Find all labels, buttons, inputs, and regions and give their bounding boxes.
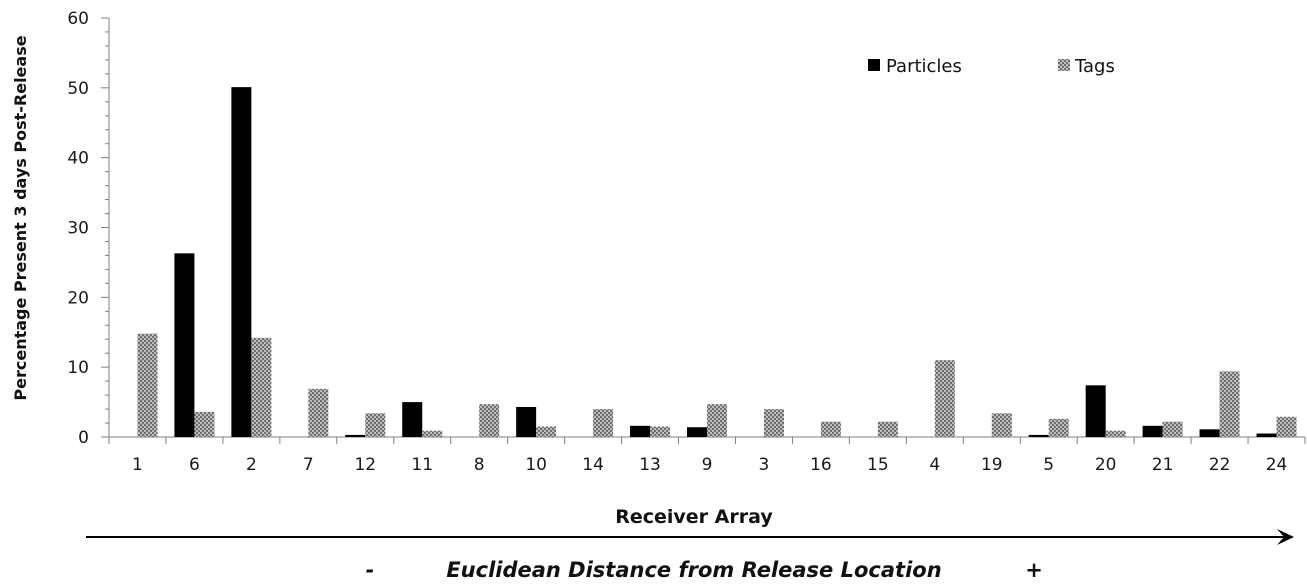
x-tick-label: 22 — [1209, 455, 1231, 475]
x-tick-label: 20 — [1095, 455, 1117, 475]
bar-particles-13 — [630, 425, 651, 437]
bar-tags-4 — [934, 360, 955, 437]
y-tick-label: 50 — [67, 79, 89, 99]
bar-particles-22 — [1199, 429, 1220, 437]
x-tick-label: 1 — [132, 455, 143, 475]
distance-arrow — [86, 529, 1294, 545]
y-tick-label: 20 — [67, 288, 89, 308]
bar-particles-11 — [402, 402, 423, 437]
y-tick-label: 60 — [67, 9, 89, 29]
x-axis-label: Receiver Array — [615, 506, 773, 528]
x-tick-label: 11 — [411, 455, 433, 475]
x-tick-label: 15 — [867, 455, 889, 475]
bar-tags-19 — [991, 413, 1012, 437]
bar-tags-13 — [650, 426, 671, 437]
y-axis-label: Percentage Present 3 days Post-Release — [11, 35, 30, 400]
x-tick-label: 24 — [1266, 455, 1288, 475]
bar-tags-15 — [877, 421, 898, 437]
bar-tags-12 — [365, 413, 386, 437]
bar-tags-20 — [1105, 430, 1126, 437]
x-tick-label: 12 — [354, 455, 376, 475]
distance-minus: - — [366, 558, 375, 582]
bar-tags-6 — [194, 411, 215, 437]
bar-particles-12 — [345, 434, 366, 437]
x-tick-label: 14 — [582, 455, 604, 475]
bar-tags-2 — [251, 337, 272, 437]
bar-tags-8 — [479, 404, 500, 437]
x-tick-label: 9 — [702, 455, 713, 475]
x-tick-label: 16 — [810, 455, 832, 475]
x-tick-label: 7 — [303, 455, 314, 475]
x-tick-label: 13 — [639, 455, 661, 475]
bar-particles-2 — [231, 87, 252, 437]
legend-swatch-particles — [868, 59, 880, 71]
x-tick-label: 4 — [929, 455, 940, 475]
bar-particles-5 — [1028, 434, 1049, 437]
x-axis: 1 6 2 7 12 11 8 10 14 13 9 3 16 15 4 19 5 20 21 22 24 — [108, 436, 1306, 475]
x-tick-label: 2 — [246, 455, 257, 475]
bar-particles-24 — [1256, 433, 1277, 437]
bar-tags-21 — [1162, 421, 1183, 437]
distance-annotation: Euclidean Distance from Release Location — [446, 558, 941, 582]
x-tick-label: 8 — [474, 455, 485, 475]
bar-particles-9 — [687, 427, 707, 437]
x-tick-label: 21 — [1152, 455, 1174, 475]
bar-tags-22 — [1219, 371, 1240, 437]
bar-tags-11 — [422, 430, 443, 437]
bar-tags-14 — [593, 409, 614, 437]
x-tick-label: 10 — [525, 455, 547, 475]
x-tick-label: 5 — [1043, 455, 1054, 475]
x-tick-label: 6 — [189, 455, 200, 475]
bar-particles-6 — [174, 253, 195, 437]
bar-particles-20 — [1085, 385, 1106, 437]
bar-tags-3 — [763, 409, 784, 437]
distance-plus: + — [1025, 558, 1043, 582]
legend-swatch-tags — [1058, 59, 1070, 71]
y-tick-label: 10 — [67, 358, 89, 378]
legend-label-particles: Particles — [886, 56, 962, 77]
y-axis: 0 10 20 30 40 50 60 — [67, 9, 110, 448]
bar-tags-1 — [137, 333, 158, 437]
bar-tags-9 — [707, 404, 727, 437]
bar-particles-21 — [1142, 425, 1163, 437]
bar-tags-10 — [536, 426, 557, 437]
x-tick-label: 3 — [759, 455, 770, 475]
bar-particles-10 — [516, 406, 537, 437]
y-tick-label: 40 — [67, 149, 89, 169]
bar-tags-16 — [820, 421, 841, 437]
y-tick-label: 0 — [78, 428, 89, 448]
y-tick-label: 30 — [67, 219, 89, 239]
distance-arrow-head — [1277, 529, 1294, 545]
bar-tags-24 — [1276, 416, 1297, 437]
bar-tags-7 — [308, 388, 329, 437]
bars-group — [137, 87, 1297, 437]
legend-label-tags: Tags — [1074, 56, 1115, 77]
bar-tags-5 — [1048, 418, 1069, 437]
legend: Particles Tags — [868, 56, 1115, 77]
x-tick-label: 19 — [981, 455, 1003, 475]
